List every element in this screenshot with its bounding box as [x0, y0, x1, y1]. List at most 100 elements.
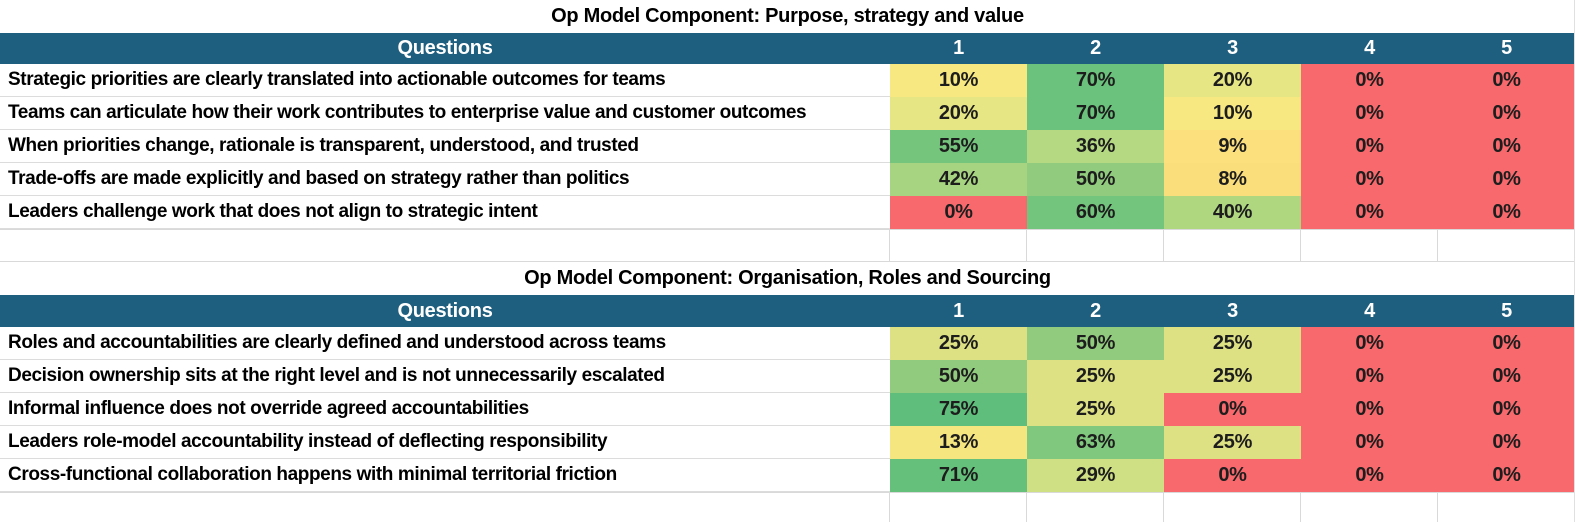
value-cell[interactable]: 0% [1438, 196, 1575, 229]
value-cell[interactable]: 25% [1027, 360, 1164, 393]
table2-header-questions[interactable]: Questions [397, 299, 493, 322]
value-cell[interactable]: 25% [890, 327, 1027, 360]
table1-header-score-2[interactable]: 2 [1090, 37, 1101, 59]
question-cell[interactable]: Leaders role-model accountability instea… [0, 426, 890, 459]
value-cell[interactable]: 0% [1301, 393, 1438, 426]
question-cell[interactable]: Decision ownership sits at the right lev… [0, 360, 890, 393]
table-row: Decision ownership sits at the right lev… [0, 360, 1575, 393]
value-cell[interactable]: 50% [1027, 163, 1164, 196]
table-row: Leaders challenge work that does not ali… [0, 196, 1575, 229]
table1-header-score-4[interactable]: 4 [1364, 37, 1375, 59]
value-cell[interactable]: 75% [890, 393, 1027, 426]
value-cell[interactable]: 10% [1164, 97, 1301, 130]
empty-spreadsheet-row [0, 229, 1575, 262]
value-cell[interactable]: 0% [1301, 459, 1438, 492]
table2-title-row: Op Model Component: Organisation, Roles … [0, 262, 1575, 295]
empty-cell[interactable] [1164, 492, 1301, 522]
value-cell[interactable]: 60% [1027, 196, 1164, 229]
value-cell[interactable]: 0% [1301, 426, 1438, 459]
table-row: Informal influence does not override agr… [0, 393, 1575, 426]
value-cell[interactable]: 70% [1027, 97, 1164, 130]
value-cell[interactable]: 0% [1438, 130, 1575, 163]
value-cell[interactable]: 0% [1301, 97, 1438, 130]
value-cell[interactable]: 71% [890, 459, 1027, 492]
question-cell[interactable]: Teams can articulate how their work cont… [0, 97, 890, 130]
table1-header-questions[interactable]: Questions [397, 37, 493, 59]
question-cell[interactable]: Informal influence does not override agr… [0, 393, 890, 426]
value-cell[interactable]: 0% [1301, 64, 1438, 97]
value-cell[interactable]: 0% [1438, 163, 1575, 196]
table-row: Roles and accountabilities are clearly d… [0, 327, 1575, 360]
empty-cell[interactable] [1027, 492, 1164, 522]
value-cell[interactable]: 55% [890, 130, 1027, 163]
value-cell[interactable]: 0% [1301, 196, 1438, 229]
value-cell[interactable]: 25% [1027, 393, 1164, 426]
value-cell[interactable]: 0% [1301, 360, 1438, 393]
table1-header-score-1[interactable]: 1 [953, 37, 964, 59]
value-cell[interactable]: 13% [890, 426, 1027, 459]
value-cell[interactable]: 29% [1027, 459, 1164, 492]
empty-cell[interactable] [890, 229, 1027, 262]
value-cell[interactable]: 0% [1438, 360, 1575, 393]
empty-cell[interactable] [1301, 492, 1438, 522]
empty-cell[interactable] [1438, 229, 1575, 262]
value-cell[interactable]: 0% [1164, 459, 1301, 492]
empty-cell[interactable] [0, 229, 890, 262]
value-cell[interactable]: 36% [1027, 130, 1164, 163]
table1-header-score-3[interactable]: 3 [1227, 37, 1238, 59]
empty-cell[interactable] [0, 492, 890, 522]
table1-title: Op Model Component: Purpose, strategy an… [551, 5, 1024, 27]
value-cell[interactable]: 0% [1438, 64, 1575, 97]
table2-header-score-1[interactable]: 1 [953, 299, 964, 322]
right-margin-column [1574, 0, 1588, 522]
table2-header-score-3[interactable]: 3 [1227, 299, 1238, 322]
value-cell[interactable]: 50% [890, 360, 1027, 393]
table-row: When priorities change, rationale is tra… [0, 130, 1575, 163]
table-row: Strategic priorities are clearly transla… [0, 64, 1575, 97]
value-cell[interactable]: 42% [890, 163, 1027, 196]
question-cell[interactable]: When priorities change, rationale is tra… [0, 130, 890, 163]
value-cell[interactable]: 0% [1438, 393, 1575, 426]
value-cell[interactable]: 0% [1438, 97, 1575, 130]
value-cell[interactable]: 9% [1164, 130, 1301, 163]
value-cell[interactable]: 10% [890, 64, 1027, 97]
value-cell[interactable]: 40% [1164, 196, 1301, 229]
value-cell[interactable]: 20% [890, 97, 1027, 130]
empty-spreadsheet-row [0, 492, 1575, 522]
value-cell[interactable]: 25% [1164, 327, 1301, 360]
value-cell[interactable]: 0% [1438, 426, 1575, 459]
table1-header-score-5[interactable]: 5 [1501, 37, 1512, 59]
empty-cell[interactable] [1164, 229, 1301, 262]
value-cell[interactable]: 0% [1164, 393, 1301, 426]
value-cell[interactable]: 70% [1027, 64, 1164, 97]
table2-header-score-5[interactable]: 5 [1501, 299, 1512, 322]
empty-cell[interactable] [890, 492, 1027, 522]
value-cell[interactable]: 8% [1164, 163, 1301, 196]
question-cell[interactable]: Trade-offs are made explicitly and based… [0, 163, 890, 196]
value-cell[interactable]: 0% [1301, 130, 1438, 163]
value-cell[interactable]: 50% [1027, 327, 1164, 360]
question-cell[interactable]: Leaders challenge work that does not ali… [0, 196, 890, 229]
empty-cell[interactable] [1027, 229, 1164, 262]
value-cell[interactable]: 25% [1164, 360, 1301, 393]
question-cell[interactable]: Cross-functional collaboration happens w… [0, 459, 890, 492]
table1-header-row: Questions 1 2 3 4 5 [0, 33, 1575, 64]
question-cell[interactable]: Strategic priorities are clearly transla… [0, 64, 890, 97]
empty-cell[interactable] [1301, 229, 1438, 262]
table-row: Cross-functional collaboration happens w… [0, 459, 1575, 492]
value-cell[interactable]: 63% [1027, 426, 1164, 459]
question-cell[interactable]: Roles and accountabilities are clearly d… [0, 327, 890, 360]
value-cell[interactable]: 0% [1301, 327, 1438, 360]
table-row: Trade-offs are made explicitly and based… [0, 163, 1575, 196]
value-cell[interactable]: 0% [1301, 163, 1438, 196]
empty-cell[interactable] [1438, 492, 1575, 522]
value-cell[interactable]: 25% [1164, 426, 1301, 459]
value-cell[interactable]: 0% [1438, 459, 1575, 492]
value-cell[interactable]: 0% [890, 196, 1027, 229]
table1-title-row: Op Model Component: Purpose, strategy an… [0, 0, 1575, 33]
table2-header-score-2[interactable]: 2 [1090, 299, 1101, 322]
value-cell[interactable]: 0% [1438, 327, 1575, 360]
value-cell[interactable]: 20% [1164, 64, 1301, 97]
table2-header-score-4[interactable]: 4 [1364, 299, 1375, 322]
